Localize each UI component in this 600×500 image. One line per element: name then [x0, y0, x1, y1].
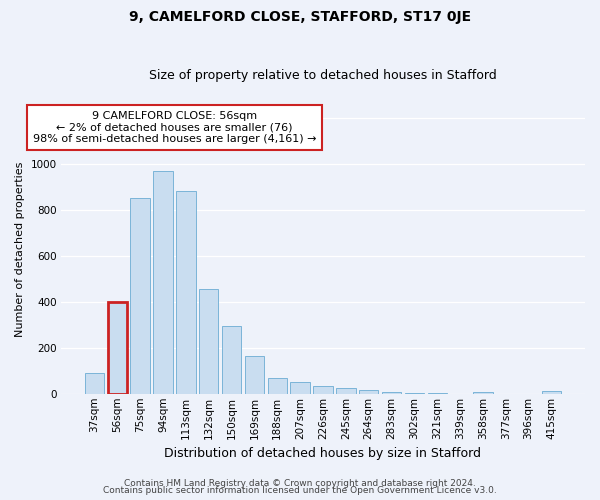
- Bar: [336, 388, 356, 394]
- Bar: [107, 302, 127, 394]
- X-axis label: Distribution of detached houses by size in Stafford: Distribution of detached houses by size …: [164, 447, 481, 460]
- Bar: [542, 392, 561, 394]
- Bar: [130, 198, 150, 394]
- Text: Contains public sector information licensed under the Open Government Licence v3: Contains public sector information licen…: [103, 486, 497, 495]
- Bar: [85, 373, 104, 394]
- Bar: [473, 392, 493, 394]
- Text: Contains HM Land Registry data © Crown copyright and database right 2024.: Contains HM Land Registry data © Crown c…: [124, 478, 476, 488]
- Y-axis label: Number of detached properties: Number of detached properties: [15, 161, 25, 336]
- Bar: [359, 390, 379, 394]
- Text: 9 CAMELFORD CLOSE: 56sqm
← 2% of detached houses are smaller (76)
98% of semi-de: 9 CAMELFORD CLOSE: 56sqm ← 2% of detache…: [33, 111, 316, 144]
- Bar: [313, 386, 332, 394]
- Bar: [154, 170, 173, 394]
- Text: 9, CAMELFORD CLOSE, STAFFORD, ST17 0JE: 9, CAMELFORD CLOSE, STAFFORD, ST17 0JE: [129, 10, 471, 24]
- Bar: [176, 192, 196, 394]
- Bar: [222, 326, 241, 394]
- Bar: [268, 378, 287, 394]
- Bar: [199, 289, 218, 394]
- Title: Size of property relative to detached houses in Stafford: Size of property relative to detached ho…: [149, 69, 497, 82]
- Bar: [290, 382, 310, 394]
- Bar: [382, 392, 401, 394]
- Bar: [404, 392, 424, 394]
- Bar: [428, 392, 447, 394]
- Bar: [245, 356, 264, 394]
